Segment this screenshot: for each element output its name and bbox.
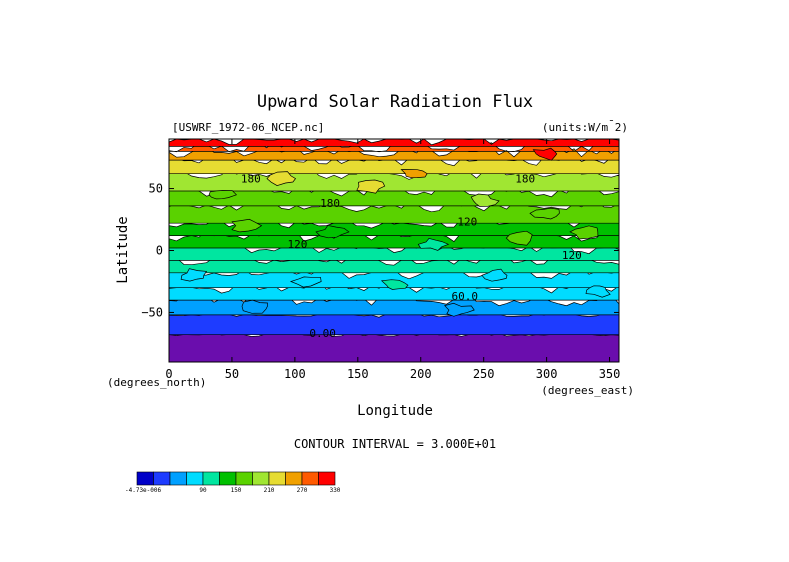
contour-island: [241, 299, 268, 314]
plot-area: [168, 138, 620, 363]
x-unit-label: (degrees_east): [541, 384, 634, 397]
contour-island: [529, 207, 560, 220]
contour-island: [289, 276, 322, 288]
contour-label: 180: [241, 172, 261, 185]
colorbar-label: 270: [297, 487, 308, 494]
colorbar-cell: [252, 471, 270, 486]
y-tick-label: 50: [149, 182, 163, 196]
contour-island: [444, 302, 475, 317]
y-tick-label: 0: [156, 244, 163, 258]
y-tick-label: −50: [141, 305, 163, 319]
contour-island: [180, 268, 208, 282]
units-label: (units:W/m¯2): [542, 118, 628, 134]
contour-island: [470, 193, 500, 207]
lat-band: [168, 199, 620, 224]
colorbar-label: 210: [264, 487, 275, 494]
colorbar-cell: [219, 471, 237, 486]
contour-island: [315, 225, 350, 239]
contour-island: [356, 179, 386, 194]
lat-band: [168, 312, 620, 336]
contour-island: [569, 225, 599, 240]
contour-label: 120: [457, 216, 477, 229]
contour-labels: 180 180 180 120 120 120 60.0 0.00: [241, 172, 582, 340]
chart-title: Upward Solar Radiation Flux: [257, 92, 533, 112]
contour-island: [380, 279, 409, 290]
colorbar-cell: [285, 471, 303, 486]
contour-label: 180: [515, 172, 535, 185]
colorbar-cell: [136, 471, 154, 486]
x-axis-label: Longitude: [357, 403, 433, 419]
x-tick-label: 150: [347, 367, 369, 381]
x-tick-label: 100: [284, 367, 306, 381]
lat-band: [168, 332, 620, 363]
y-axis: −50 0 50: [141, 182, 619, 319]
contour-island: [532, 147, 558, 161]
colorbar-cell: [235, 471, 253, 486]
contour-island: [231, 218, 263, 233]
contour-label: 180: [320, 197, 340, 210]
contour-island: [417, 238, 450, 251]
x-tick-label: 0: [165, 367, 172, 381]
contour-island: [400, 169, 428, 179]
x-tick-label: 350: [599, 367, 621, 381]
colorbar-cell: [318, 471, 336, 486]
x-tick-label: 50: [225, 367, 239, 381]
contour-label: 60.0: [452, 290, 479, 303]
colorbar-label: 330: [330, 487, 341, 494]
x-tick-label: 200: [410, 367, 432, 381]
contour-label: 0.00: [309, 327, 336, 340]
y-unit-label: (degrees_north): [107, 376, 206, 389]
colorbar: -4.73e-006 90 150 210 270 330: [125, 471, 341, 494]
colorbar-cell: [202, 471, 220, 486]
colorbar-cell: [153, 471, 171, 486]
contour-label: 120: [562, 249, 582, 262]
contour-label: 120: [287, 238, 307, 251]
contour-island: [266, 171, 297, 186]
colorbar-cell: [169, 471, 187, 486]
colorbar-label: 150: [231, 487, 242, 494]
contour-island: [481, 268, 508, 282]
contour-interval: CONTOUR INTERVAL = 3.000E+01: [294, 437, 496, 451]
colorbar-cell: [301, 471, 319, 486]
contour-island: [505, 230, 533, 246]
contour-island: [585, 285, 611, 298]
colorbar-label: -4.73e-006: [125, 487, 162, 494]
y-axis-label: Latitude: [115, 216, 131, 283]
lat-band: [168, 138, 620, 147]
contour-island: [208, 190, 238, 200]
x-tick-label: 300: [536, 367, 558, 381]
source-label: [USWRF_1972-06_NCEP.nc]: [172, 121, 324, 134]
colorbar-cell: [268, 471, 286, 486]
x-tick-label: 250: [473, 367, 495, 381]
colorbar-label: 90: [199, 487, 207, 494]
x-axis: 0 50 100 150 200 250 300 350: [165, 139, 620, 381]
colorbar-cell: [186, 471, 204, 486]
